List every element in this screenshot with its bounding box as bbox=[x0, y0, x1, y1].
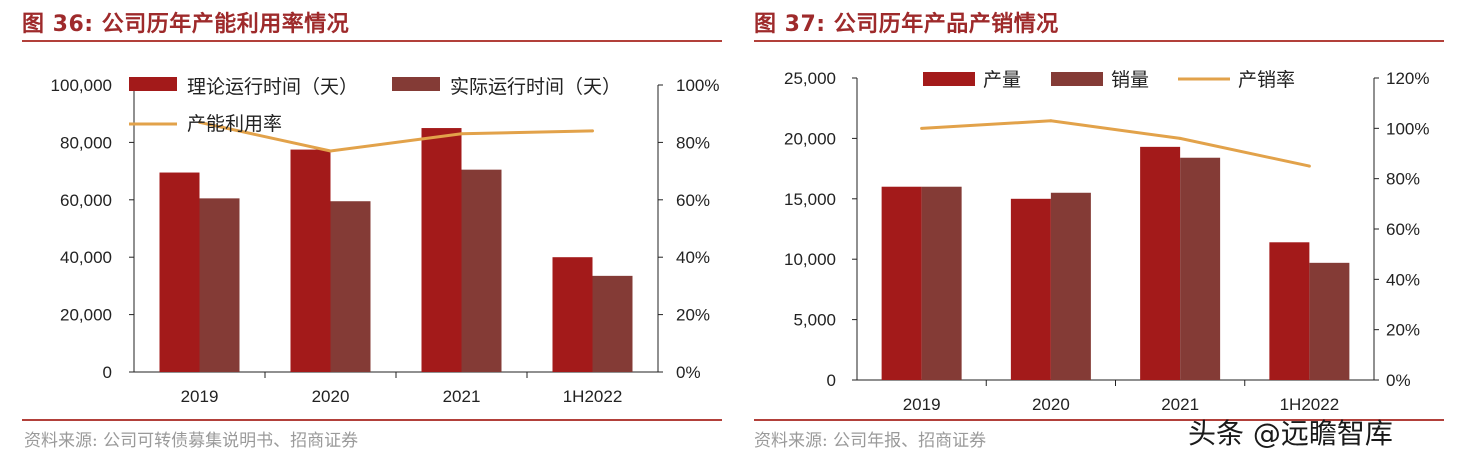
series-line bbox=[199, 120, 593, 153]
production-sales-chart: 25,000 20,000 15,000 10,000 5,000 0 120% 100% 80… bbox=[784, 69, 1429, 414]
bar-2 bbox=[1180, 157, 1221, 380]
bar-1 bbox=[552, 257, 593, 372]
y-tick-label-right: 0% bbox=[1386, 371, 1411, 390]
figure-title: 图 37: 公司历年产品产销情况 bbox=[754, 12, 1059, 37]
y-tick-label-left: 0 bbox=[103, 363, 112, 382]
figure-title: 图 36: 公司历年产能利用率情况 bbox=[22, 12, 350, 37]
source-note: 资料来源: 公司可转债募集说明书、招商证券 bbox=[24, 431, 359, 451]
y-tick-label-right: 100% bbox=[676, 76, 719, 95]
bar-1 bbox=[290, 149, 331, 372]
bar-2 bbox=[461, 169, 502, 372]
x-tick-label: 1H2022 bbox=[1280, 395, 1340, 414]
y-tick-label-left: 80,000 bbox=[60, 133, 112, 152]
x-tick-label: 2019 bbox=[181, 387, 219, 406]
line-point bbox=[198, 120, 201, 124]
y-tick-label-left: 60,000 bbox=[60, 191, 112, 210]
y-tick-label-left: 40,000 bbox=[60, 248, 112, 267]
y-tick-label-left: 0 bbox=[827, 371, 836, 390]
watermark: 头条 @远瞻智库 bbox=[1188, 417, 1393, 450]
y-tick-label-right: 0% bbox=[676, 363, 701, 382]
y-tick-label-right: 20% bbox=[1386, 321, 1420, 340]
line-point bbox=[591, 129, 594, 133]
y-tick-label-left: 20,000 bbox=[60, 306, 112, 325]
legend-swatch bbox=[129, 77, 177, 91]
y-tick-label-right: 120% bbox=[1386, 69, 1429, 88]
legend-label: 产销率 bbox=[1238, 69, 1295, 91]
y-tick-label-left: 100,000 bbox=[51, 76, 112, 95]
bar-2 bbox=[592, 275, 633, 372]
chart-panel-capacity-utilization: 图 36: 公司历年产能利用率情况 100,000 80,000 60,000 40,… bbox=[22, 12, 722, 451]
y-tick-label-left: 20,000 bbox=[784, 129, 836, 148]
y-tick-label-right: 100% bbox=[1386, 119, 1429, 138]
series-line bbox=[921, 119, 1310, 168]
bar-2 bbox=[199, 198, 240, 372]
x-tick-label: 2019 bbox=[903, 395, 941, 414]
x-tick-label: 2021 bbox=[1161, 395, 1199, 414]
title-divider bbox=[754, 40, 1444, 42]
y-tick-label-right: 60% bbox=[1386, 220, 1420, 239]
y-tick-label-left: 15,000 bbox=[784, 190, 836, 209]
bar-2 bbox=[330, 201, 371, 372]
bar-1 bbox=[421, 128, 462, 372]
title-divider bbox=[22, 40, 722, 42]
bar-1 bbox=[881, 186, 922, 380]
legend-label: 产量 bbox=[983, 69, 1021, 91]
chart-panel-production-sales: 图 37: 公司历年产品产销情况 25,000 20,000 15,000 10,00… bbox=[740, 0, 1479, 463]
legend-label: 实际运行时间（天） bbox=[450, 76, 621, 98]
bar-1 bbox=[1140, 146, 1181, 380]
line-point bbox=[1178, 136, 1182, 140]
legend-label: 产能利用率 bbox=[187, 113, 282, 135]
legend-swatch bbox=[923, 72, 975, 86]
source-divider bbox=[754, 419, 1444, 421]
y-tick-label-left: 25,000 bbox=[784, 69, 836, 88]
capacity-utilization-chart: 100,000 80,000 60,000 40,000 20,000 0 100% 80% 6… bbox=[51, 76, 720, 406]
bar-2 bbox=[1050, 192, 1091, 380]
bar-2 bbox=[921, 186, 962, 380]
y-tick-label-right: 60% bbox=[676, 191, 710, 210]
line-point bbox=[920, 126, 924, 130]
x-tick-label: 2021 bbox=[443, 387, 481, 406]
line-point bbox=[329, 149, 332, 153]
line-point bbox=[1307, 164, 1311, 168]
x-tick-label: 2020 bbox=[1032, 395, 1070, 414]
x-tick-label: 2020 bbox=[312, 387, 350, 406]
y-tick-label-left: 5,000 bbox=[793, 311, 836, 330]
y-tick-label-right: 80% bbox=[1386, 170, 1420, 189]
bar-1 bbox=[1269, 242, 1310, 380]
y-tick-label-left: 10,000 bbox=[784, 250, 836, 269]
legend-label: 理论运行时间（天） bbox=[187, 76, 358, 98]
source-note: 资料来源: 公司年报、招商证券 bbox=[754, 431, 987, 451]
bar-1 bbox=[159, 172, 200, 372]
y-tick-label-right: 40% bbox=[1386, 270, 1420, 289]
bar-2 bbox=[1309, 262, 1350, 380]
legend-swatch bbox=[1051, 72, 1103, 86]
x-tick-label: 1H2022 bbox=[563, 387, 623, 406]
source-divider bbox=[22, 419, 722, 421]
legend-label: 销量 bbox=[1111, 69, 1149, 91]
bar-1 bbox=[1010, 198, 1051, 380]
legend-swatch bbox=[392, 77, 440, 91]
line-point bbox=[460, 132, 463, 136]
y-tick-label-right: 40% bbox=[676, 248, 710, 267]
line-point bbox=[1049, 119, 1053, 123]
y-tick-label-right: 20% bbox=[676, 306, 710, 325]
y-tick-label-right: 80% bbox=[676, 133, 710, 152]
